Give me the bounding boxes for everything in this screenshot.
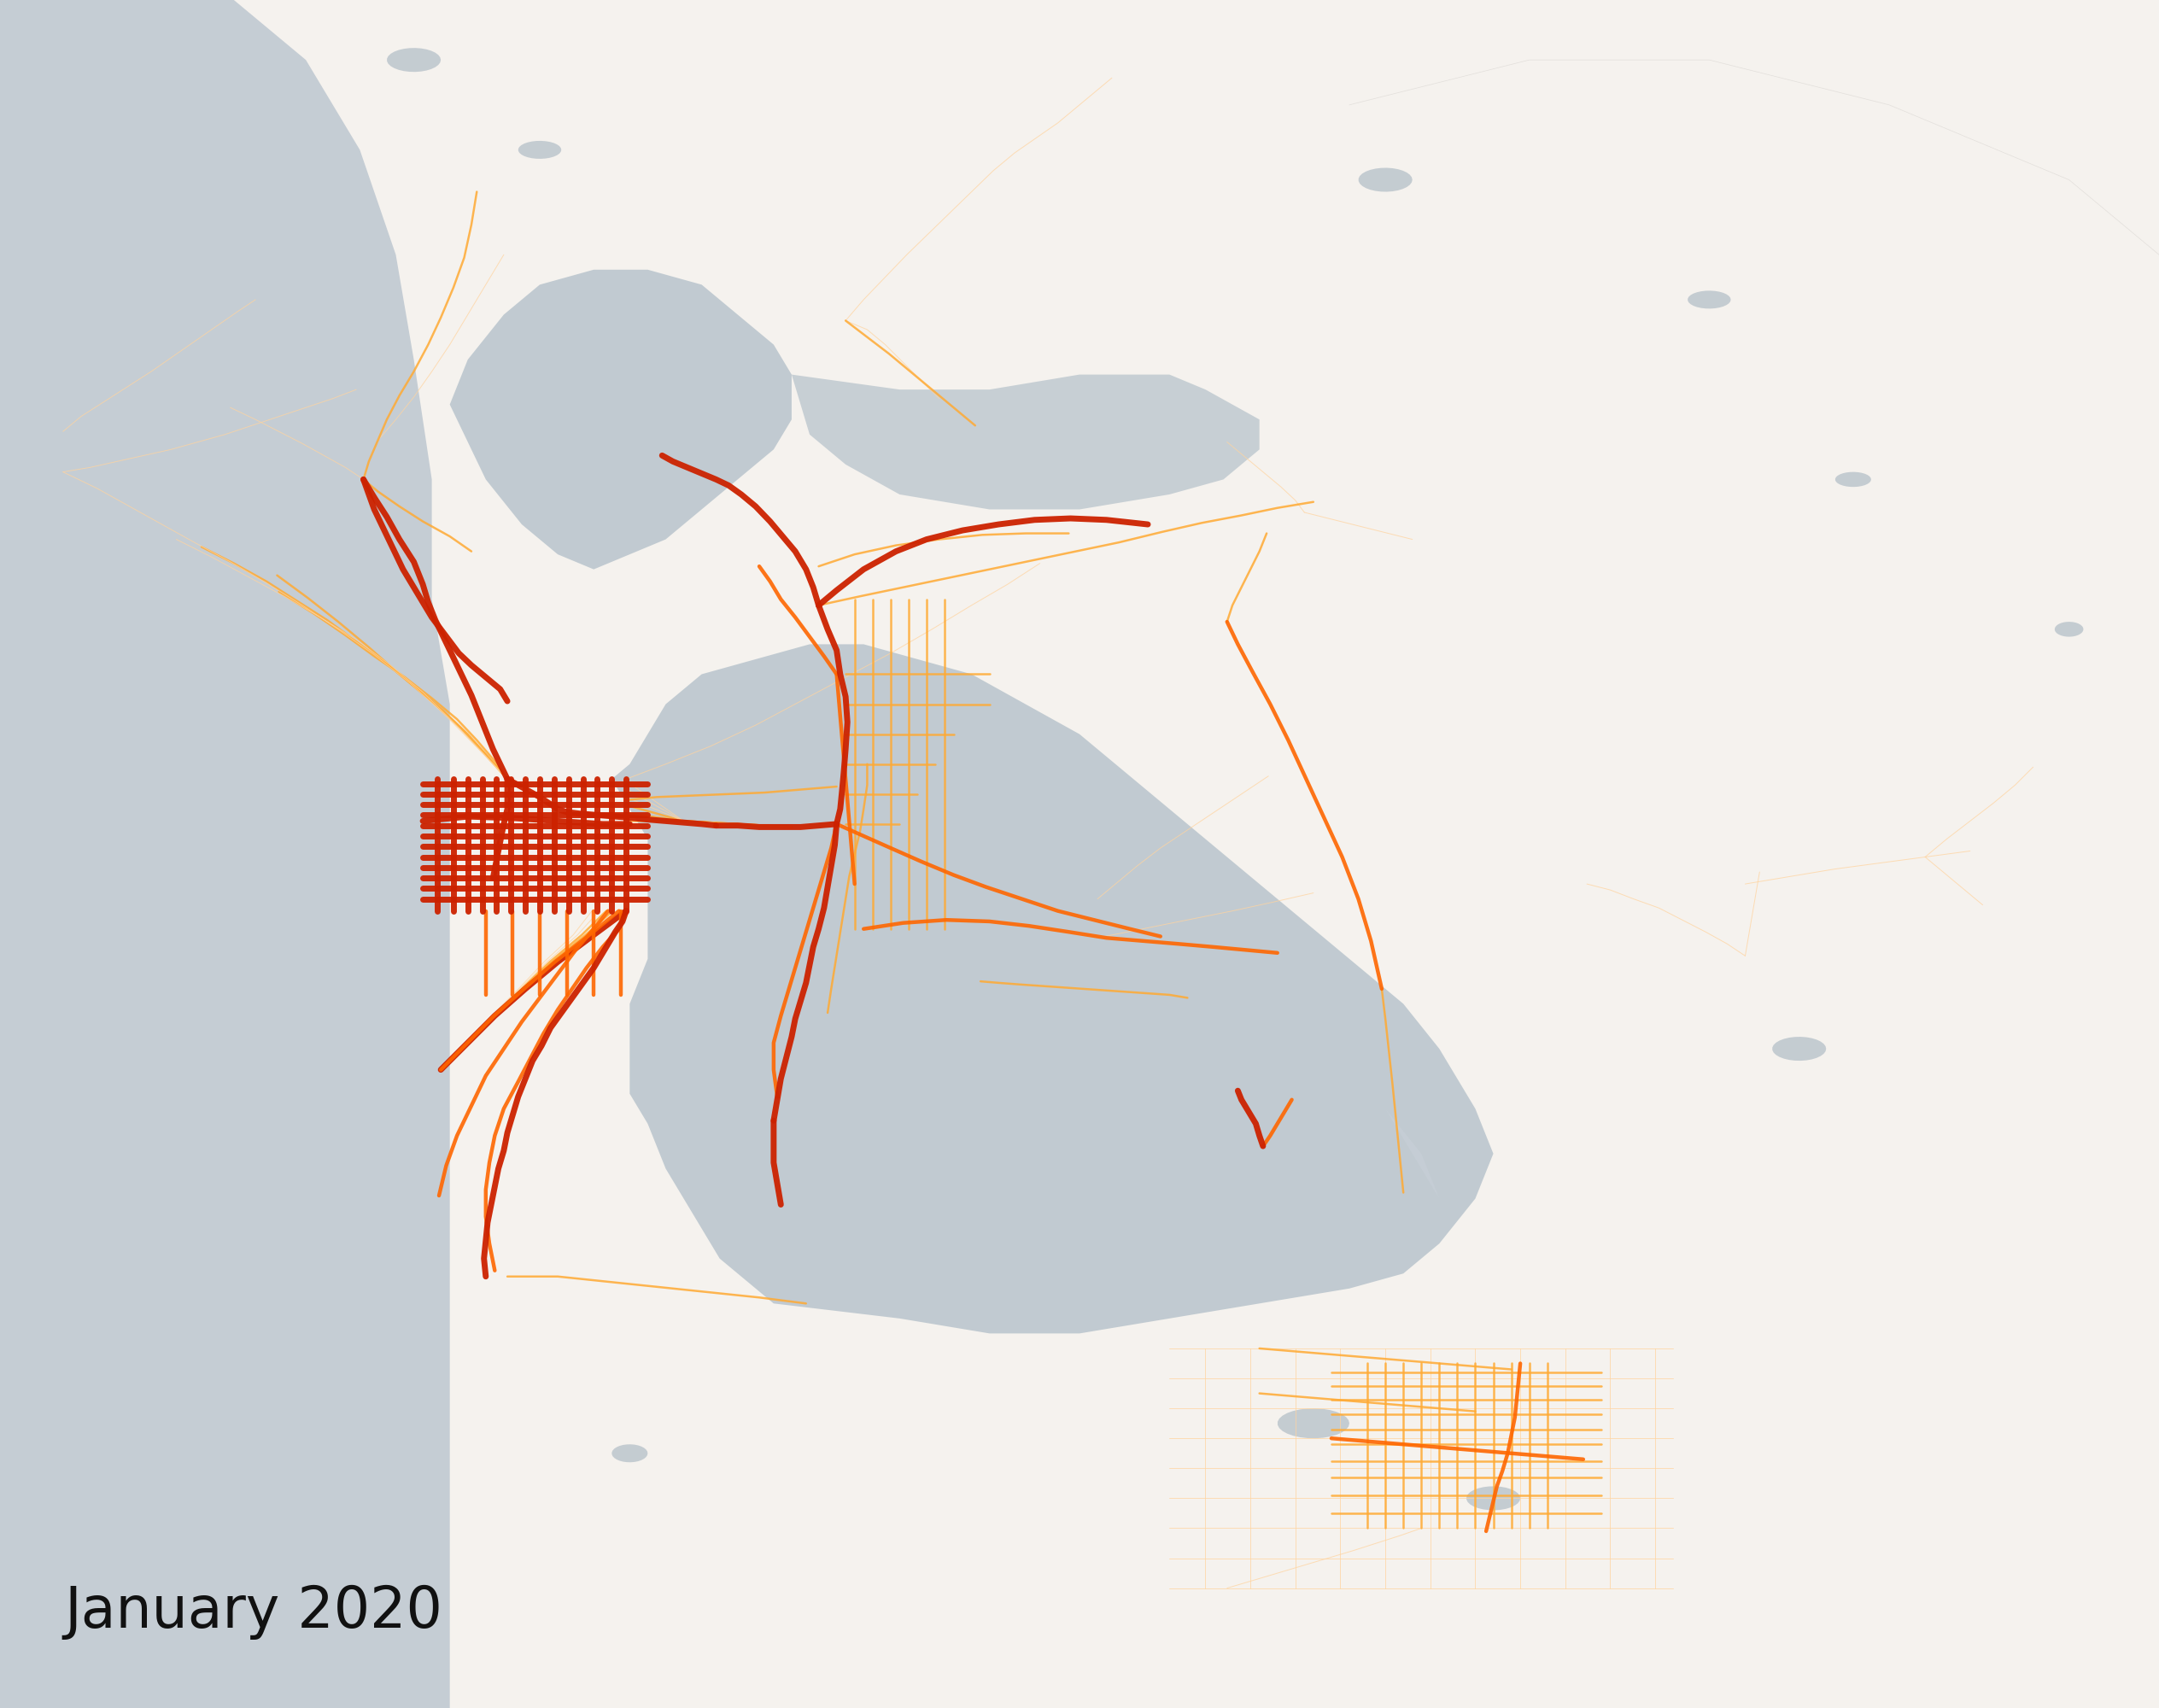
- Polygon shape: [792, 374, 1259, 509]
- Polygon shape: [1688, 290, 1732, 309]
- Polygon shape: [1278, 1409, 1349, 1438]
- Polygon shape: [611, 644, 1494, 1334]
- Polygon shape: [1466, 1486, 1520, 1510]
- Polygon shape: [386, 48, 440, 72]
- Polygon shape: [2055, 622, 2083, 637]
- Polygon shape: [0, 0, 449, 1708]
- Polygon shape: [1773, 1037, 1827, 1061]
- Polygon shape: [449, 270, 792, 569]
- Polygon shape: [611, 1445, 648, 1462]
- Text: January 2020: January 2020: [65, 1583, 443, 1640]
- Polygon shape: [1358, 167, 1412, 191]
- Polygon shape: [1170, 974, 1440, 1288]
- Polygon shape: [1835, 471, 1872, 487]
- Polygon shape: [518, 140, 561, 159]
